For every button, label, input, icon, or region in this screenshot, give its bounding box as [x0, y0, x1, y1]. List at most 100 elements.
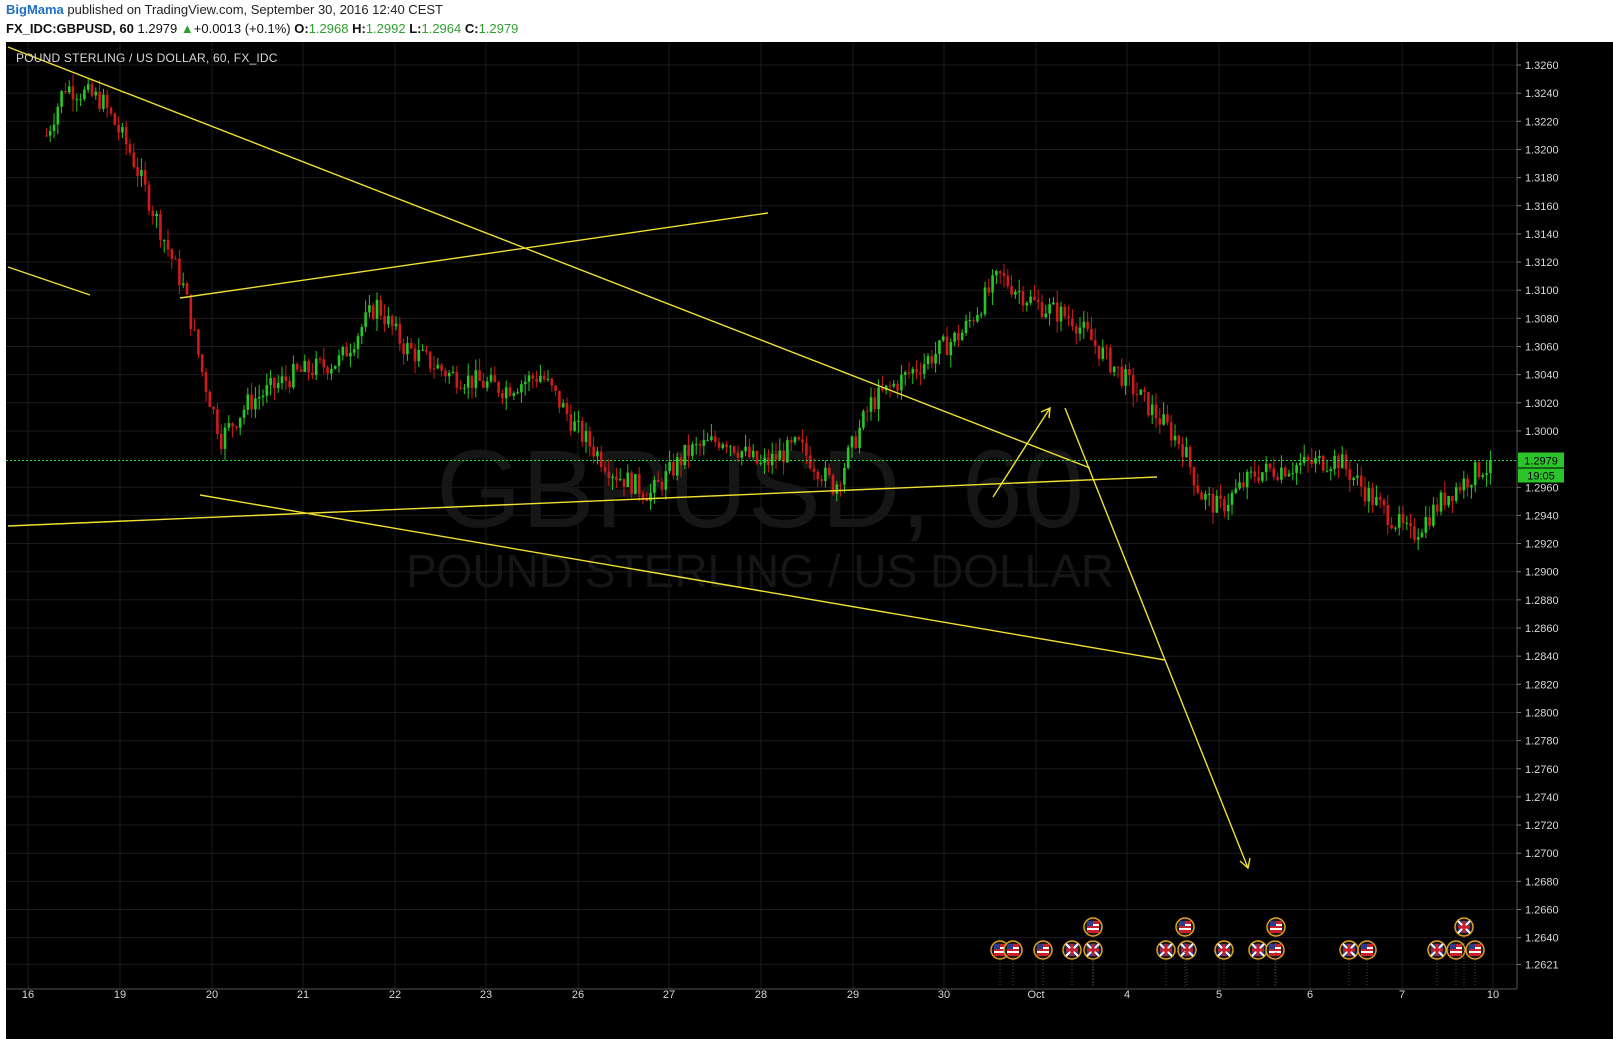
- candle-body: [322, 359, 326, 368]
- candle-body: [835, 484, 839, 494]
- time-tick-label: 21: [297, 989, 309, 1001]
- candle-body: [140, 170, 143, 177]
- candle-body: [630, 472, 633, 495]
- candle-body: [801, 439, 804, 443]
- candle-body: [1017, 291, 1021, 293]
- candle-body: [615, 476, 618, 481]
- candle-body: [1363, 486, 1367, 502]
- candle-body: [960, 332, 964, 341]
- price-tick-label: 1.2680: [1525, 876, 1559, 888]
- candle-body: [546, 378, 550, 380]
- countdown-tag: [1518, 468, 1564, 483]
- candle-body: [451, 371, 455, 373]
- candle-body: [865, 411, 869, 413]
- candle-body: [1420, 532, 1424, 538]
- candle-body: [482, 380, 485, 388]
- candle-body: [672, 462, 675, 476]
- candle-body: [1204, 493, 1207, 500]
- flag-stripe: [1361, 951, 1373, 953]
- time-tick-label: 23: [480, 989, 492, 1001]
- candle-body: [409, 343, 413, 349]
- price-tick-label: 1.3040: [1525, 370, 1559, 382]
- candle-body: [394, 323, 398, 327]
- candle-body: [531, 375, 535, 379]
- candle-body: [953, 332, 956, 343]
- candle-body: [459, 387, 462, 389]
- us-flag-icon: [1465, 940, 1485, 987]
- candle-body: [227, 423, 231, 428]
- candle-body: [1428, 516, 1431, 526]
- flag-canton: [994, 944, 1000, 949]
- publish-info: BigMama published on TradingView.com, Se…: [6, 2, 443, 17]
- candle-body: [356, 336, 360, 350]
- candle-body: [1166, 414, 1169, 423]
- candle-body: [751, 450, 755, 458]
- candle-body: [793, 437, 797, 443]
- candle-body: [1443, 492, 1447, 506]
- candle-body: [983, 287, 987, 315]
- trend-line: [179, 212, 769, 299]
- candle-body: [987, 287, 991, 293]
- candle-body: [683, 444, 687, 466]
- candle-body: [778, 450, 782, 460]
- us-flag-icon: [1446, 940, 1466, 987]
- candle-body: [1105, 347, 1108, 349]
- chart-title: POUND STERLING / US DOLLAR, 60, FX_IDC: [16, 51, 278, 65]
- candle-body: [1188, 447, 1192, 468]
- trend-line: [7, 266, 91, 296]
- close-value: 1.2979: [478, 21, 519, 36]
- chart-background: [6, 42, 1613, 1039]
- candle-body: [998, 271, 1002, 273]
- flag-stripe: [1087, 928, 1099, 930]
- price-tick-label: 1.3240: [1525, 88, 1559, 100]
- candle-body: [368, 305, 371, 313]
- candle-body: [1295, 465, 1298, 474]
- candle-body: [1344, 454, 1348, 470]
- candle-body: [185, 283, 189, 295]
- author-link[interactable]: BigMama: [6, 2, 64, 17]
- price-axis[interactable]: 1.3260 1.3240 1.3220 1.3200 1.3180 1.3160 1.31…: [6, 42, 1613, 1039]
- candle-body: [713, 436, 717, 443]
- flag-canton: [1037, 944, 1043, 949]
- time-axis[interactable]: 16 19 20 21 22 23 26 27 28 29 30 Oct 4 5 6 7 10: [6, 988, 1517, 1001]
- candle-body: [862, 411, 865, 428]
- candle-body: [926, 356, 930, 365]
- candle-body: [1435, 504, 1439, 512]
- time-tick-label: 16: [22, 989, 34, 1001]
- candle-body: [98, 91, 101, 109]
- candle-body: [1302, 456, 1306, 463]
- candle-body: [109, 107, 113, 114]
- price-tick-label: 1.3020: [1525, 398, 1559, 410]
- candle-body: [124, 127, 128, 145]
- candle-body: [280, 376, 284, 384]
- candle-body: [246, 394, 250, 410]
- time-tick-label: 19: [114, 989, 126, 1001]
- candle-body: [299, 369, 303, 372]
- candle-body: [295, 363, 299, 370]
- price-tick-label: 1.3200: [1525, 144, 1559, 156]
- price-tick-label: 1.3000: [1525, 426, 1559, 438]
- flag-stripe: [1450, 951, 1462, 953]
- candle-body: [1359, 475, 1363, 487]
- candle-body: [843, 467, 846, 485]
- candle-body: [645, 498, 649, 502]
- candlestick-series: [45, 74, 1492, 551]
- candle-body: [512, 393, 516, 396]
- candle-body: [797, 437, 801, 440]
- candle-body: [360, 327, 364, 337]
- flag-cross: [1252, 948, 1264, 952]
- candle-body: [611, 476, 614, 478]
- flag-canton: [1269, 944, 1275, 949]
- candle-body: [440, 364, 443, 371]
- candle-body: [1207, 493, 1211, 495]
- open-value: 1.2968: [308, 21, 349, 36]
- open-label: O:: [294, 21, 309, 36]
- price-tick-label: 1.2840: [1525, 651, 1559, 663]
- flag-cross: [1066, 948, 1078, 952]
- candle-body: [854, 436, 858, 449]
- candle-body: [873, 397, 877, 410]
- us-flag-icon: [1033, 940, 1053, 987]
- candle-body: [1306, 456, 1310, 461]
- candle-body: [1333, 455, 1336, 469]
